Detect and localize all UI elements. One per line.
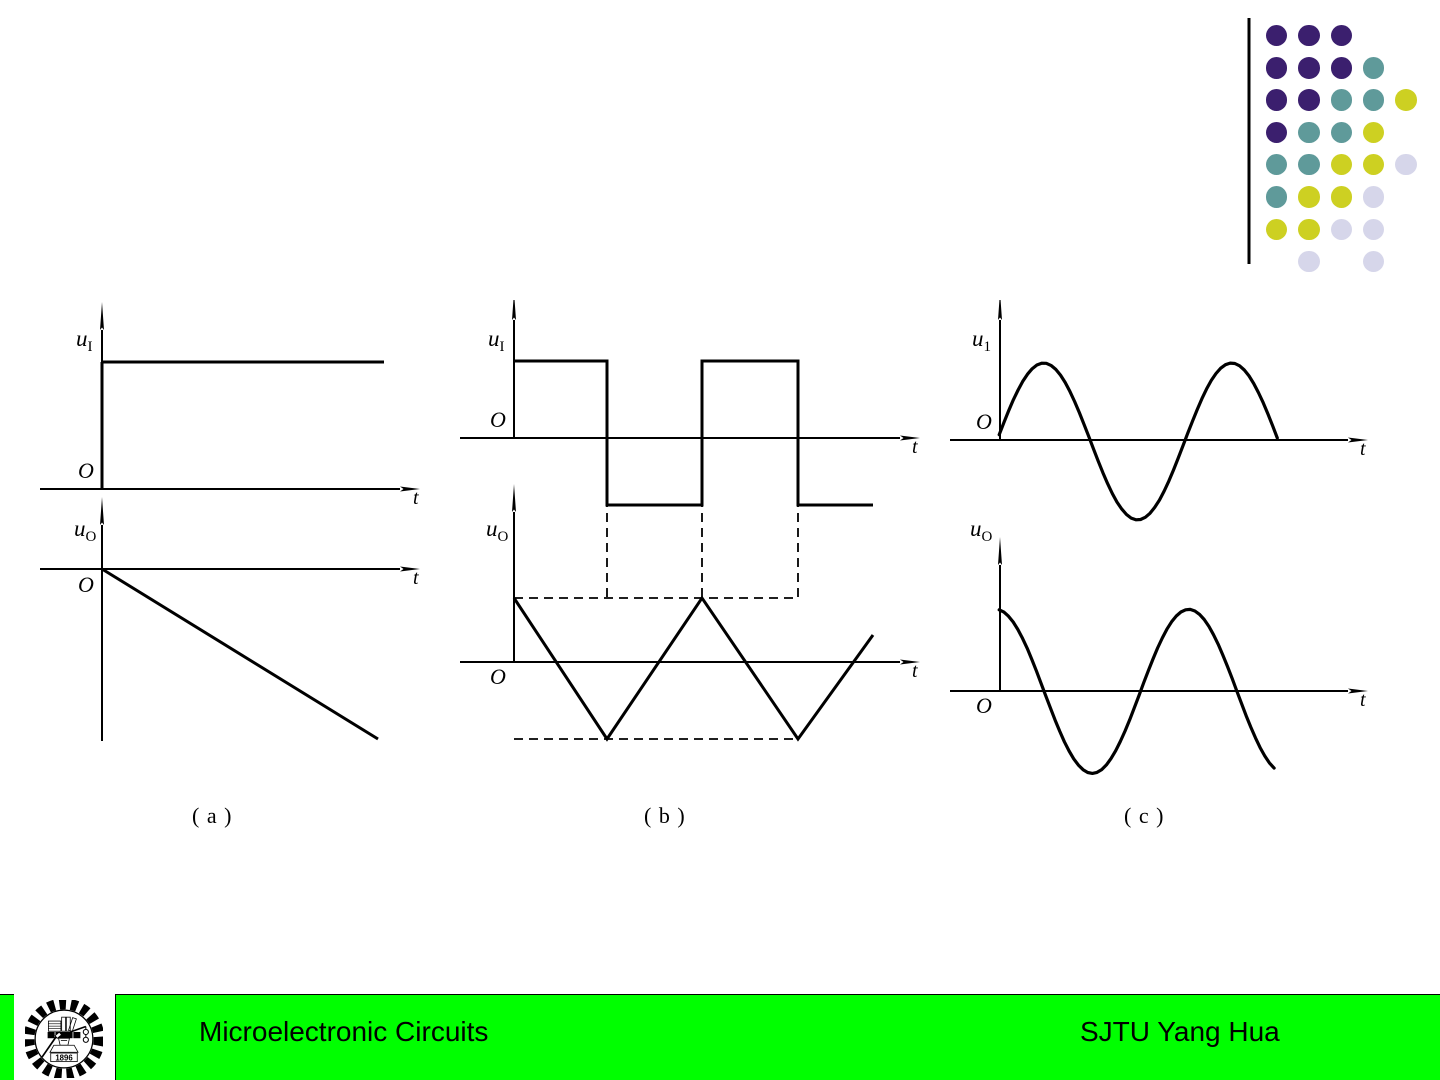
svg-text:( b ): ( b ): [644, 803, 686, 828]
svg-text:t: t: [912, 660, 918, 682]
svg-text:( c ): ( c ): [1124, 803, 1164, 828]
svg-text:uI: uI: [488, 326, 505, 355]
svg-text:( a ): ( a ): [192, 803, 232, 828]
svg-text:t: t: [413, 487, 419, 509]
svg-text:O: O: [78, 572, 94, 597]
svg-text:t: t: [413, 567, 419, 589]
svg-text:u1: u1: [972, 326, 991, 355]
svg-text:O: O: [976, 693, 992, 718]
svg-text:uO: uO: [486, 516, 509, 545]
svg-text:O: O: [490, 407, 506, 432]
svg-text:t: t: [912, 436, 918, 458]
svg-text:uO: uO: [970, 516, 993, 545]
svg-text:O: O: [976, 409, 992, 434]
svg-text:1896: 1896: [55, 1053, 73, 1062]
svg-text:t: t: [1360, 689, 1366, 711]
svg-text:t: t: [1360, 438, 1366, 460]
svg-text:O: O: [78, 458, 94, 483]
svg-text:uO: uO: [74, 516, 97, 545]
svg-text:O: O: [490, 664, 506, 689]
svg-text:uI: uI: [76, 326, 93, 355]
